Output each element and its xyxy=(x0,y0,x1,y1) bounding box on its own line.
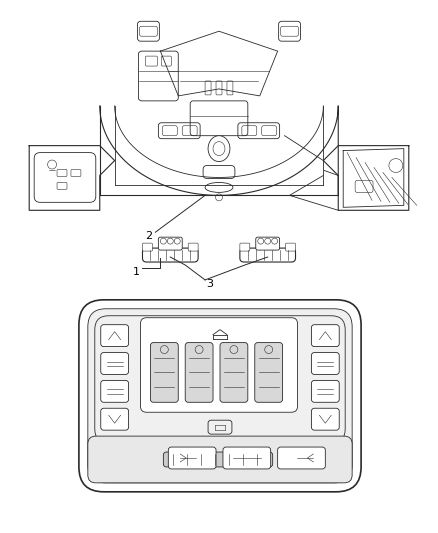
FancyBboxPatch shape xyxy=(101,325,129,346)
FancyBboxPatch shape xyxy=(34,152,96,203)
FancyBboxPatch shape xyxy=(311,408,339,430)
FancyBboxPatch shape xyxy=(256,237,279,250)
Polygon shape xyxy=(343,149,404,207)
FancyBboxPatch shape xyxy=(220,343,248,402)
FancyBboxPatch shape xyxy=(311,352,339,375)
FancyBboxPatch shape xyxy=(142,248,198,262)
Polygon shape xyxy=(160,31,278,96)
FancyBboxPatch shape xyxy=(278,447,325,469)
FancyBboxPatch shape xyxy=(188,243,198,251)
FancyBboxPatch shape xyxy=(79,300,361,492)
FancyBboxPatch shape xyxy=(101,352,129,375)
FancyBboxPatch shape xyxy=(311,381,339,402)
Polygon shape xyxy=(323,146,409,211)
FancyBboxPatch shape xyxy=(150,343,178,402)
Text: 3: 3 xyxy=(207,279,214,289)
FancyBboxPatch shape xyxy=(142,243,152,251)
FancyBboxPatch shape xyxy=(311,325,339,346)
FancyBboxPatch shape xyxy=(101,381,129,402)
FancyBboxPatch shape xyxy=(88,309,352,483)
FancyBboxPatch shape xyxy=(185,343,213,402)
FancyBboxPatch shape xyxy=(95,316,345,443)
FancyBboxPatch shape xyxy=(223,447,271,469)
FancyBboxPatch shape xyxy=(255,343,283,402)
FancyBboxPatch shape xyxy=(286,243,296,251)
FancyBboxPatch shape xyxy=(141,318,297,412)
FancyBboxPatch shape xyxy=(163,452,273,467)
Polygon shape xyxy=(29,146,115,211)
FancyBboxPatch shape xyxy=(88,436,352,483)
Text: 1: 1 xyxy=(133,267,140,277)
FancyBboxPatch shape xyxy=(159,237,182,250)
FancyBboxPatch shape xyxy=(168,447,216,469)
FancyBboxPatch shape xyxy=(101,408,129,430)
Polygon shape xyxy=(100,106,338,196)
Text: 2: 2 xyxy=(145,231,152,241)
FancyBboxPatch shape xyxy=(240,243,250,251)
FancyBboxPatch shape xyxy=(240,248,296,262)
Ellipse shape xyxy=(208,136,230,161)
